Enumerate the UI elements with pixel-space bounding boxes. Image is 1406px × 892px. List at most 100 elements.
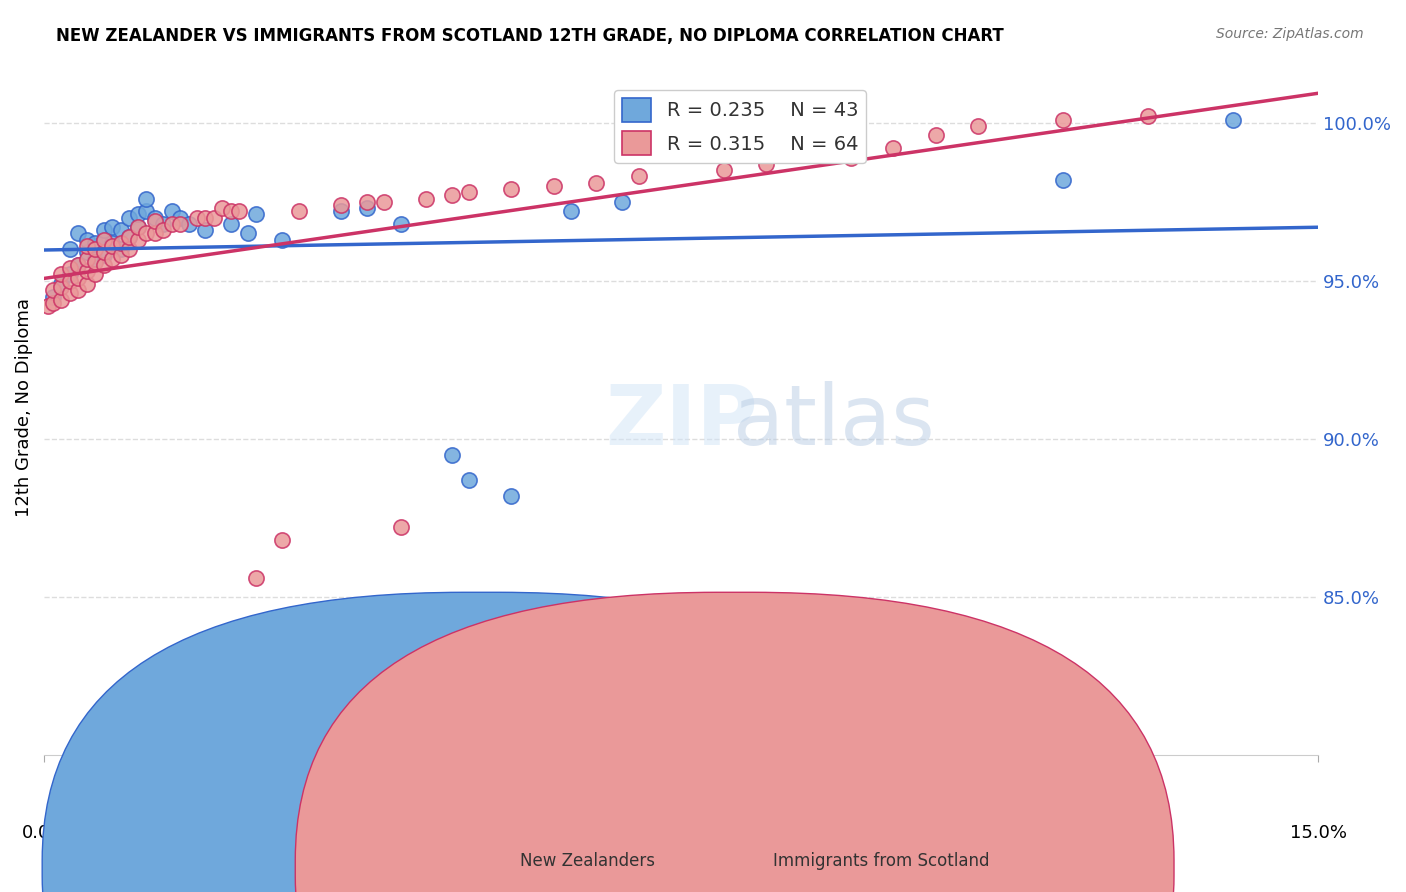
Point [713,163,735,178]
Point [356,194,378,209]
Point [76,239,98,253]
Text: ZIP: ZIP [605,381,758,461]
Point [389,217,412,231]
Point [41,283,63,297]
Point [160,217,183,231]
Point [49,293,72,307]
Point [330,198,353,212]
Point [101,220,124,235]
Point [543,178,565,193]
Point [76,252,98,266]
Point [118,229,141,244]
Point [219,204,242,219]
Point [610,194,633,209]
Point [228,204,250,219]
Point [143,213,166,227]
Point [143,227,166,241]
Point [110,235,132,250]
Point [219,217,242,231]
Point [110,248,132,262]
Point [67,283,90,297]
Point [1222,112,1244,127]
Legend: R = 0.235    N = 43, R = 0.315    N = 64: R = 0.235 N = 43, R = 0.315 N = 64 [614,90,866,163]
Point [882,141,904,155]
Point [440,448,463,462]
Point [93,233,115,247]
Point [49,277,72,291]
Point [236,227,259,241]
Text: NEW ZEALANDER VS IMMIGRANTS FROM SCOTLAND 12TH GRADE, NO DIPLOMA CORRELATION CHA: NEW ZEALANDER VS IMMIGRANTS FROM SCOTLAN… [56,27,1004,45]
Point [37,299,59,313]
Point [93,248,115,262]
Point [101,239,124,253]
Point [58,261,80,276]
Point [127,233,149,247]
Point [271,533,294,547]
Point [1137,110,1160,124]
Point [76,245,98,260]
Point [135,204,157,219]
Point [177,217,200,231]
Point [58,268,80,282]
Point [135,227,157,241]
Point [118,242,141,256]
Text: 15.0%: 15.0% [1289,824,1347,842]
Point [110,242,132,256]
Point [84,235,107,250]
Point [1052,112,1074,127]
Point [67,258,90,272]
Point [135,192,157,206]
Point [186,211,208,225]
Point [356,201,378,215]
Point [457,473,479,487]
Point [41,296,63,310]
Point [245,571,267,585]
Point [118,229,141,244]
Point [967,119,990,133]
Point [160,204,183,219]
Point [118,211,141,225]
Point [49,280,72,294]
Point [76,264,98,278]
Point [194,223,217,237]
Text: New Zealanders: New Zealanders [520,852,655,870]
Point [440,188,463,202]
Point [1052,172,1074,186]
Point [202,211,225,225]
Point [41,289,63,303]
Point [93,245,115,260]
Point [84,268,107,282]
Point [169,211,191,225]
Point [373,194,395,209]
Point [67,227,90,241]
Text: 0.0%: 0.0% [21,824,67,842]
Point [839,151,862,165]
Point [415,192,437,206]
Point [101,235,124,250]
Point [152,223,174,237]
Point [143,211,166,225]
Point [925,128,948,143]
Point [194,211,217,225]
Point [58,286,80,301]
Point [127,207,149,221]
Point [152,217,174,231]
Point [389,520,412,534]
Point [245,207,267,221]
Point [755,157,778,171]
Point [288,204,311,219]
Point [93,223,115,237]
Point [501,489,523,503]
Point [169,217,191,231]
Y-axis label: 12th Grade, No Diploma: 12th Grade, No Diploma [15,298,32,516]
Point [627,169,650,184]
Point [127,220,149,235]
Point [330,204,353,219]
Point [84,254,107,268]
Point [271,233,294,247]
Text: Source: ZipAtlas.com: Source: ZipAtlas.com [1216,27,1364,41]
Point [76,277,98,291]
Point [110,223,132,237]
Point [211,201,233,215]
Point [76,233,98,247]
